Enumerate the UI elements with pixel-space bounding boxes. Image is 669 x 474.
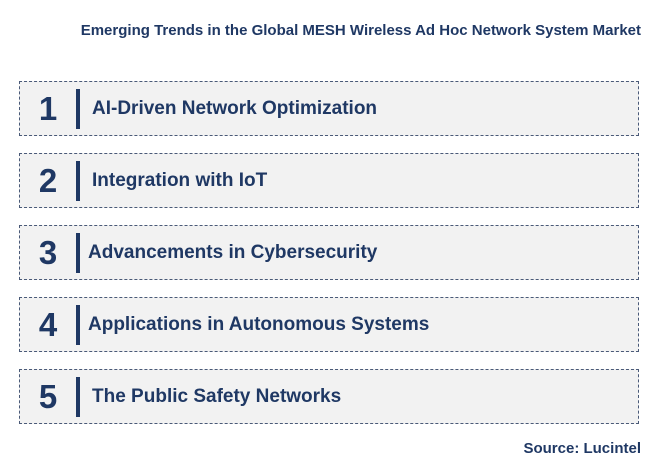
page-title: Emerging Trends in the Global MESH Wirel… [80, 22, 641, 39]
trend-row-1: 1 AI-Driven Network Optimization [19, 81, 639, 136]
trend-row-3: 3 Advancements in Cybersecurity [19, 225, 639, 280]
trend-row-4: 4 Applications in Autonomous Systems [19, 297, 639, 352]
trend-number: 4 [38, 306, 58, 343]
trend-label: AI-Driven Network Optimization [92, 98, 378, 119]
trend-divider [76, 305, 80, 345]
trend-divider [76, 89, 80, 129]
trend-divider [76, 233, 80, 273]
trend-row-5: 5 The Public Safety Networks [19, 369, 639, 424]
trend-divider [76, 161, 80, 201]
trend-row-2: 2 Integration with IoT [19, 153, 639, 208]
trend-number: 3 [38, 234, 58, 271]
trend-divider [76, 377, 80, 417]
trend-label: The Public Safety Networks [92, 386, 342, 407]
trend-number: 1 [38, 90, 58, 127]
trend-number: 5 [38, 378, 58, 415]
trend-list: 1 AI-Driven Network Optimization 2 Integ… [19, 81, 639, 424]
source-note: Source: Lucintel [523, 440, 641, 457]
trend-label: Integration with IoT [92, 170, 268, 191]
trend-label: Applications in Autonomous Systems [88, 314, 430, 335]
trend-label: Advancements in Cybersecurity [88, 242, 378, 263]
trend-number: 2 [38, 162, 58, 199]
